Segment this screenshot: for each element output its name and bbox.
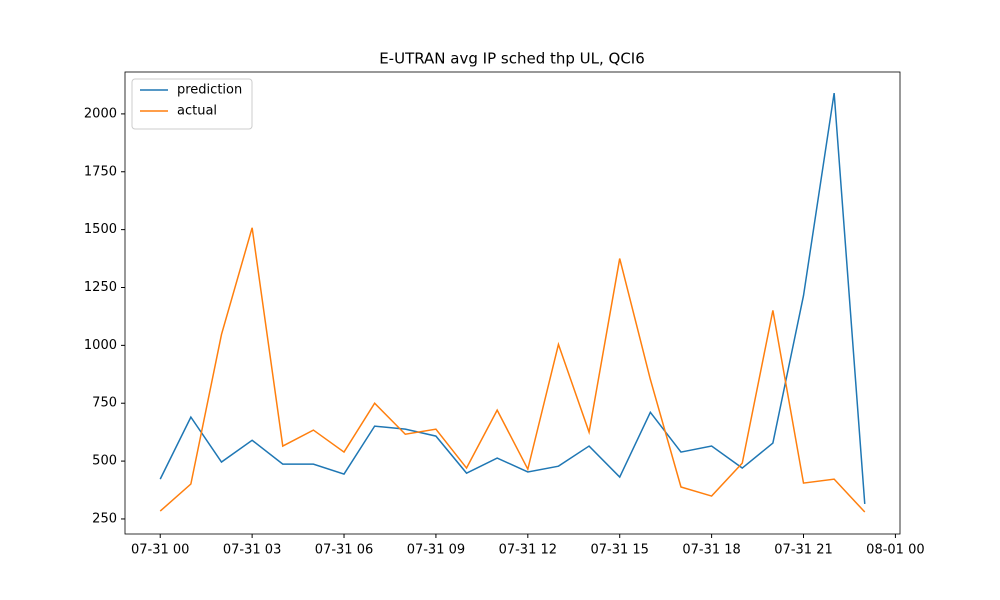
x-tick-label: 07-31 18	[682, 543, 740, 558]
x-tick-label: 07-31 15	[590, 543, 648, 558]
legend-label: actual	[177, 104, 217, 119]
x-tick-label: 07-31 09	[407, 543, 465, 558]
series-line	[159, 227, 866, 513]
y-tick-label: 500	[92, 454, 117, 469]
y-tick-label: 1250	[84, 280, 117, 295]
y-tick-label: 250	[92, 511, 117, 526]
y-tick-label: 1500	[84, 222, 117, 237]
y-tick-label: 750	[92, 396, 117, 411]
x-tick-label: 07-31 00	[131, 543, 189, 558]
x-tick-label: 08-01 00	[866, 543, 924, 558]
plot-frame	[124, 71, 901, 535]
y-tick-label: 1000	[84, 338, 117, 353]
legend-box	[131, 78, 253, 130]
chart-title: E-UTRAN avg IP sched thp UL, QCI6	[379, 50, 645, 68]
series-line	[159, 92, 866, 504]
y-tick-label: 2000	[84, 106, 117, 121]
x-tick-label: 07-31 06	[315, 543, 373, 558]
x-tick-label: 07-31 12	[499, 543, 557, 558]
legend-label: prediction	[177, 83, 242, 98]
x-tick-label: 07-31 21	[774, 543, 832, 558]
y-tick-label: 1750	[84, 164, 117, 179]
x-tick-label: 07-31 03	[223, 543, 281, 558]
